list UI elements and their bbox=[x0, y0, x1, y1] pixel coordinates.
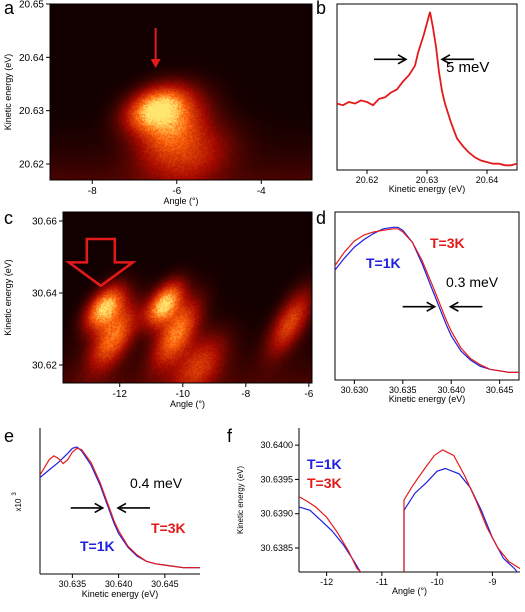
plot-frame-b bbox=[336, 3, 518, 171]
legend-d-1: T=3K bbox=[430, 235, 465, 251]
xtick-label-c-2: -8 bbox=[241, 389, 250, 400]
ytick-label-f-3: 30.6400 bbox=[260, 440, 293, 450]
xtick-label-e-0: 30.635 bbox=[59, 579, 87, 589]
xlabel-a: Angle (°) bbox=[163, 196, 198, 206]
legend-d-0: T=1K bbox=[366, 255, 401, 271]
xlabel-b: Kinetic energy (eV) bbox=[389, 184, 466, 194]
panel-f: f -12 -11 -10 -9 30.6385 30.6390 30.6395 30.6400… bbox=[227, 426, 520, 596]
xtick-label-b-2: 20.64 bbox=[476, 175, 499, 185]
ytick-label-f-1: 30.6390 bbox=[260, 509, 293, 519]
xtick-label-f-0: -12 bbox=[320, 577, 333, 587]
ytick-label-a-1: 20.63 bbox=[19, 106, 44, 117]
ytick-label-f-2: 30.6395 bbox=[260, 474, 293, 484]
xlabel-f: Angle (°) bbox=[392, 586, 427, 596]
arrow-b-right-head bbox=[440, 54, 451, 65]
xtick-label-d-0: 30.630 bbox=[341, 385, 369, 395]
arrow-a-head bbox=[150, 59, 161, 68]
ytick-label-a-2: 20.64 bbox=[19, 53, 44, 64]
panel-a: a -8 -6 -4 20.62 20.63 20.64 20.65 Angle (°) Kine… bbox=[3, 0, 313, 206]
panel-label-e: e bbox=[4, 426, 14, 446]
arrow-e-left-head bbox=[94, 502, 105, 514]
xtick-label-b-1: 20.63 bbox=[416, 175, 439, 185]
series-d-t3k bbox=[335, 228, 519, 373]
panel-d: d 30.630 30.635 30.640 30.645 Kinetic energy … bbox=[316, 208, 520, 404]
xlabel-d: Kinetic energy (eV) bbox=[389, 394, 466, 404]
heatmap-a-image bbox=[50, 4, 312, 180]
panel-b: b 20.62 20.63 20.64 Kinetic energy (eV) 5 meV bbox=[316, 0, 518, 194]
panel-label-f: f bbox=[227, 426, 233, 446]
xlabel-c: Angle (°) bbox=[170, 399, 205, 409]
ylabel-a: Kinetic energy (eV) bbox=[3, 54, 13, 131]
ytick-label-f-0: 30.6385 bbox=[260, 543, 293, 553]
ytick-label-c-2: 30.66 bbox=[32, 217, 57, 228]
ylabel-f: Kinetic energy (eV) bbox=[236, 466, 245, 534]
xtick-label-d-2: 30.640 bbox=[437, 385, 465, 395]
annotation-b: 5 meV bbox=[446, 59, 489, 76]
xtick-label-a-0: -8 bbox=[88, 186, 97, 197]
arrow-d-right-head bbox=[448, 301, 459, 312]
xtick-label-f-3: -9 bbox=[488, 577, 496, 587]
xtick-label-d-3: 30.645 bbox=[486, 385, 514, 395]
plot-frame-c bbox=[62, 211, 313, 384]
arrow-b-left-head bbox=[397, 54, 408, 65]
heatmap-c-image bbox=[63, 212, 312, 383]
xtick-label-e-1: 30.640 bbox=[105, 579, 133, 589]
ylabel-c: Kinetic energy (eV) bbox=[3, 259, 13, 336]
xtick-label-c-3: -6 bbox=[304, 389, 313, 400]
panel-label-d: d bbox=[316, 208, 326, 228]
xtick-label-c-1: -10 bbox=[176, 389, 191, 400]
xtick-label-c-0: -12 bbox=[113, 389, 128, 400]
xtick-label-f-1: -11 bbox=[376, 577, 388, 587]
ytick-label-a-3: 20.65 bbox=[19, 0, 44, 11]
legend-e-0: T=3K bbox=[151, 520, 186, 536]
arrow-e-right-head bbox=[116, 502, 127, 514]
xlabel-e: Kinetic energy (eV) bbox=[82, 589, 159, 599]
legend-f-0: T=1K bbox=[307, 456, 342, 472]
xtick-label-a-1: -6 bbox=[172, 186, 181, 197]
ylabel-e-exponent: 3 bbox=[12, 492, 18, 496]
legend-f-1: T=3K bbox=[307, 475, 342, 491]
ylabel-e: x10 bbox=[14, 498, 23, 511]
series-e-t3k bbox=[40, 447, 200, 569]
plot-frame-a bbox=[49, 3, 313, 181]
panel-c: c -12 -10 -8 -6 30.62 30.64 30.66 Angle (°) Kinet… bbox=[3, 208, 314, 409]
panel-label-a: a bbox=[4, 0, 15, 18]
panel-label-b: b bbox=[316, 0, 326, 18]
xtick-label-e-2: 30.645 bbox=[151, 579, 179, 589]
annotation-e: 0.4 meV bbox=[130, 475, 183, 491]
xtick-label-f-2: -10 bbox=[431, 577, 444, 587]
arrow-c-outline bbox=[64, 237, 137, 288]
ytick-label-c-1: 30.64 bbox=[32, 289, 57, 300]
legend-e-1: T=1K bbox=[80, 538, 115, 554]
series-f-t3k bbox=[299, 449, 520, 572]
xtick-label-a-2: -4 bbox=[257, 186, 266, 197]
ytick-label-c-0: 30.62 bbox=[32, 361, 57, 372]
annotation-d: 0.3 meV bbox=[446, 274, 499, 290]
arrow-d-left-head bbox=[426, 301, 437, 312]
series-d-t1k bbox=[335, 226, 519, 373]
ytick-label-a-0: 20.62 bbox=[19, 160, 44, 171]
xtick-label-b-0: 20.62 bbox=[356, 175, 379, 185]
plot-frame-d bbox=[334, 211, 520, 381]
xtick-label-d-1: 30.635 bbox=[389, 385, 417, 395]
panel-label-c: c bbox=[4, 208, 13, 228]
series-b-0 bbox=[337, 11, 517, 167]
